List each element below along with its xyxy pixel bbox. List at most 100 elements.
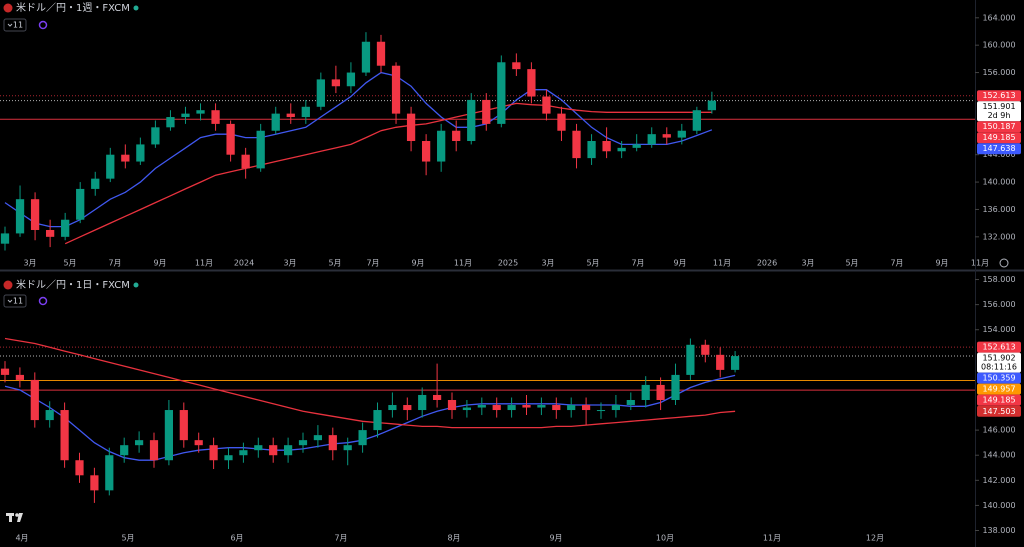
candle-body: [120, 445, 129, 456]
y-tick-label: 164.000: [982, 13, 1015, 22]
candle-body: [477, 405, 486, 408]
candle-body: [90, 475, 99, 491]
price-label: 152.613: [982, 91, 1015, 100]
x-tick-label: 5月: [63, 259, 76, 268]
price-label: 152.613: [982, 343, 1015, 352]
chart-title: 米ドル／円・1日・FXCM: [16, 278, 130, 291]
candle-body: [462, 407, 471, 411]
x-tick-label: 7月: [631, 259, 644, 268]
candle-body: [346, 72, 356, 87]
x-tick-label: 11月: [971, 259, 989, 268]
indicator-badge: [3, 18, 27, 32]
candle-body: [497, 62, 506, 124]
badge-chevron: [7, 23, 13, 27]
x-tick-label: 5月: [586, 259, 599, 268]
y-tick-label: 146.000: [982, 426, 1015, 435]
candle-body: [254, 445, 263, 451]
price-label-box: [977, 352, 1021, 373]
candle-body: [677, 130, 686, 138]
candle-body: [437, 130, 446, 162]
candle-body: [271, 113, 280, 131]
candle-body: [316, 79, 325, 107]
y-tick-label: 154.000: [982, 325, 1015, 334]
candle-body: [716, 354, 725, 370]
candle-body: [343, 445, 352, 451]
candle-body: [537, 405, 546, 408]
candle-body: [45, 229, 55, 237]
candle-body: [256, 130, 265, 169]
settings-icon[interactable]: [999, 258, 1009, 268]
status-dot: [133, 5, 139, 11]
candle-body: [151, 127, 160, 145]
candle-body: [662, 134, 671, 138]
x-tick-label: 7月: [890, 259, 903, 268]
candle-body: [121, 154, 130, 162]
x-tick-label: 12月: [866, 534, 884, 543]
candle-body: [313, 435, 322, 441]
x-tick-label: 9月: [549, 534, 562, 543]
candle-body: [686, 344, 695, 375]
x-tick-label: 5月: [328, 259, 341, 268]
y-tick-label: 156.000: [982, 300, 1015, 309]
status-dot: [133, 282, 139, 288]
candle-body: [0, 368, 10, 375]
candle-body: [373, 410, 382, 431]
candle-body: [76, 188, 85, 220]
candle-body: [0, 233, 10, 244]
price-label-box: [977, 372, 1021, 384]
price-label-box: [977, 341, 1021, 353]
candle-body: [75, 460, 84, 476]
badge-chevron: [7, 299, 13, 303]
candle-body: [358, 430, 367, 446]
candle-body: [194, 440, 203, 446]
candle-body: [567, 405, 576, 411]
candle-body: [507, 405, 516, 411]
settings-circle[interactable]: [999, 258, 1009, 268]
x-tick-label: 3月: [801, 259, 814, 268]
symbol-icon: [3, 280, 13, 290]
candle-body: [418, 394, 427, 411]
candle-body: [179, 410, 188, 441]
candle-body: [671, 374, 680, 400]
candle-body: [106, 154, 115, 179]
candle-body: [269, 445, 278, 456]
x-tick-label: 2026: [757, 259, 777, 268]
x-tick-label: 8月: [447, 534, 460, 543]
candle-body: [602, 141, 611, 152]
x-tick-label: 2024: [234, 259, 254, 268]
x-tick-label: 7月: [108, 259, 121, 268]
candle-body: [61, 219, 70, 237]
logo-slash: [17, 513, 23, 522]
chart-title: 米ドル／円・1週・FXCM: [16, 1, 130, 14]
candle-body: [656, 384, 665, 400]
candle-body: [522, 405, 531, 408]
x-tick-label: 7月: [366, 259, 379, 268]
y-tick-label: 142.000: [982, 476, 1015, 485]
price-label-box: [977, 394, 1021, 406]
candle-body: [361, 41, 371, 73]
x-tick-label: 5月: [845, 259, 858, 268]
candle-body: [512, 62, 521, 70]
y-tick-label: 144.000: [982, 451, 1015, 460]
candle-body: [482, 99, 491, 124]
candle-body: [701, 344, 710, 355]
candle-body: [452, 130, 461, 142]
y-tick-label: 140.000: [982, 501, 1015, 510]
indicator-badge: [3, 294, 27, 308]
tv-logo: [6, 513, 23, 522]
x-tick-label: 11月: [763, 534, 781, 543]
candle-body: [286, 113, 295, 118]
candle-body: [284, 445, 293, 456]
plot-area: 158.000 156.000 154.000 146.000 144.000 142.0…: [0, 275, 1021, 535]
candle-body: [403, 405, 412, 411]
x-tick-label: 2025: [498, 259, 518, 268]
candle-body: [388, 405, 397, 411]
candle-body: [15, 199, 25, 234]
candle-body: [632, 144, 641, 148]
x-tick-label: 3月: [541, 259, 554, 268]
candle-body: [692, 110, 701, 131]
candle-body: [626, 400, 635, 406]
candle-body: [91, 178, 100, 189]
